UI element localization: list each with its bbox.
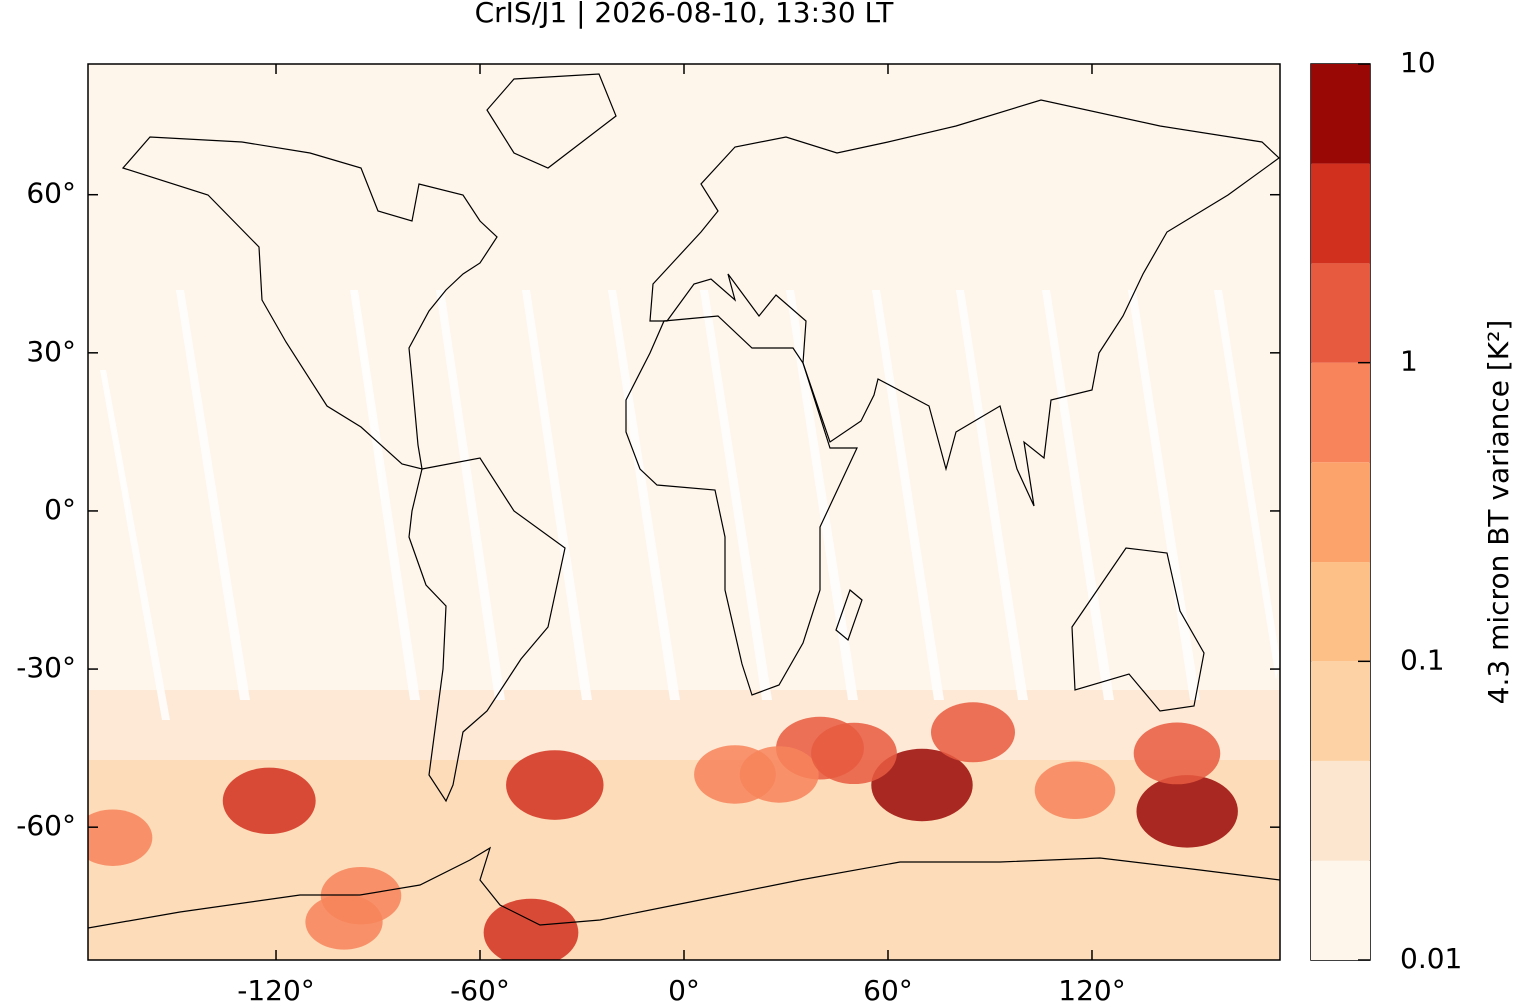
hotspot: [811, 722, 897, 785]
hotspot: [930, 702, 1015, 763]
colorbar-tick-label: 0.1: [1400, 643, 1445, 676]
chart-title: CrIS/J1 | 2026-08-10, 13:30 LT: [475, 0, 895, 29]
colorbar-level: [1311, 163, 1370, 264]
colorbar-level: [1311, 462, 1370, 563]
colorbar-tick-label: 1: [1400, 345, 1418, 378]
x-tick-label: -120°: [237, 974, 315, 1002]
hotspot: [483, 898, 579, 960]
colorbar-level: [1311, 860, 1370, 960]
y-tick-label: -60°: [16, 809, 76, 842]
swath-gaps: [100, 290, 1280, 720]
colorbar-tick-label: 10: [1400, 46, 1436, 79]
hotspot: [506, 750, 604, 820]
y-tick-label: 30°: [26, 335, 76, 368]
hotspot: [871, 748, 973, 822]
colorbar-level: [1311, 362, 1370, 463]
colorbar-label: 4.3 micron BT variance [K²]: [1482, 320, 1515, 705]
hotspot: [1136, 775, 1238, 848]
colorbar-level: [1311, 661, 1370, 761]
y-tick-label: 0°: [44, 493, 76, 526]
colorbar-tick-label: 0.01: [1400, 942, 1462, 975]
x-tick-label: -60°: [450, 974, 510, 1002]
y-tick-label: 60°: [26, 177, 76, 210]
hotspot: [1034, 761, 1116, 820]
colorbar-level: [1311, 760, 1370, 861]
hotspot: [739, 746, 819, 803]
colorbar-level: [1311, 562, 1370, 662]
coastlines: [88, 73, 1280, 929]
x-tick-label: 60°: [863, 974, 913, 1002]
colorbar-level: [1311, 263, 1370, 363]
hotspot: [88, 809, 153, 866]
hotspot: [305, 894, 383, 950]
x-tick-label: 120°: [1058, 974, 1125, 1002]
x-tick-label: 0°: [668, 974, 700, 1002]
hotspot: [1133, 722, 1221, 785]
hotspots: [88, 702, 1238, 960]
y-tick-label: -30°: [16, 651, 76, 684]
colorbar-level: [1311, 64, 1370, 164]
hotspot: [222, 767, 316, 835]
